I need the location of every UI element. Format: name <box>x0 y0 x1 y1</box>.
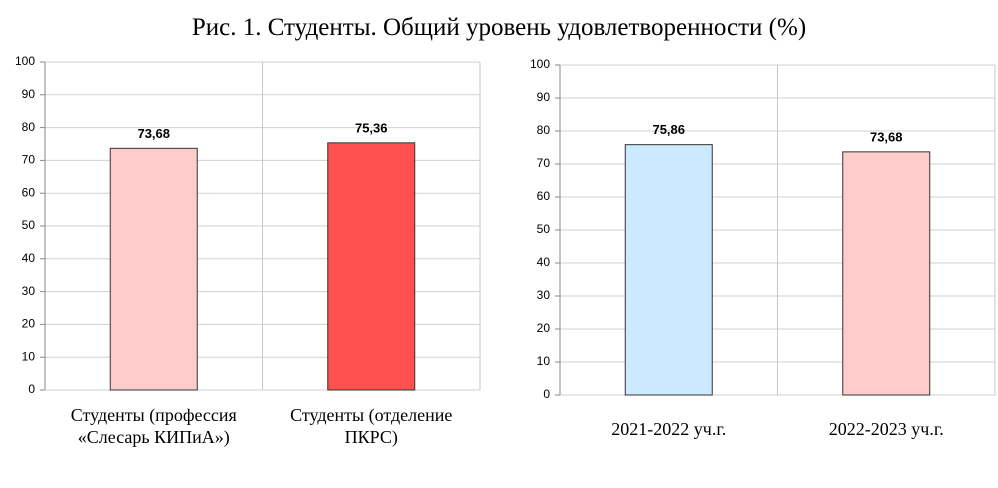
bar <box>327 142 416 391</box>
y-tick-label: 90 <box>22 87 36 101</box>
y-tick-label: 40 <box>537 255 551 269</box>
y-tick-label: 30 <box>537 288 551 302</box>
y-tick-label: 100 <box>15 54 35 68</box>
x-tick-label: 2022-2023 уч.г. <box>828 419 944 439</box>
x-tick-label: 2021-2022 уч.г. <box>611 419 727 439</box>
y-tick-label: 50 <box>22 218 36 232</box>
x-tick-label: Студенты (отделение ПКРС) <box>290 405 453 447</box>
y-tick-label: 40 <box>22 251 36 265</box>
y-tick-label: 50 <box>537 222 551 236</box>
y-tick-label: 10 <box>537 354 551 368</box>
value-label: 75,86 <box>652 122 685 137</box>
y-tick-label: 80 <box>537 123 551 137</box>
y-tick-label: 20 <box>537 321 551 335</box>
page-title: Рис. 1. Студенты. Общий уровень удовлетв… <box>191 14 807 41</box>
y-tick-label: 80 <box>22 120 36 134</box>
value-label: 73,68 <box>870 129 903 144</box>
y-tick-label: 100 <box>530 57 550 71</box>
bar <box>842 151 931 396</box>
y-tick-label: 70 <box>537 156 551 170</box>
value-label: 75,36 <box>355 120 388 135</box>
y-tick-label: 30 <box>22 284 36 298</box>
x-tick-label: Студенты (профессия «Слесарь КИПиА») <box>70 405 237 447</box>
y-tick-label: 10 <box>22 349 36 363</box>
bar <box>624 144 713 396</box>
value-label: 73,68 <box>137 126 170 141</box>
y-tick-label: 20 <box>22 317 36 331</box>
y-tick-label: 90 <box>537 90 551 104</box>
y-tick-label: 60 <box>22 185 36 199</box>
bar <box>109 147 198 391</box>
y-tick-label: 60 <box>537 189 551 203</box>
y-tick-label: 0 <box>28 382 35 396</box>
y-tick-label: 70 <box>22 153 36 167</box>
y-tick-label: 0 <box>543 387 550 401</box>
